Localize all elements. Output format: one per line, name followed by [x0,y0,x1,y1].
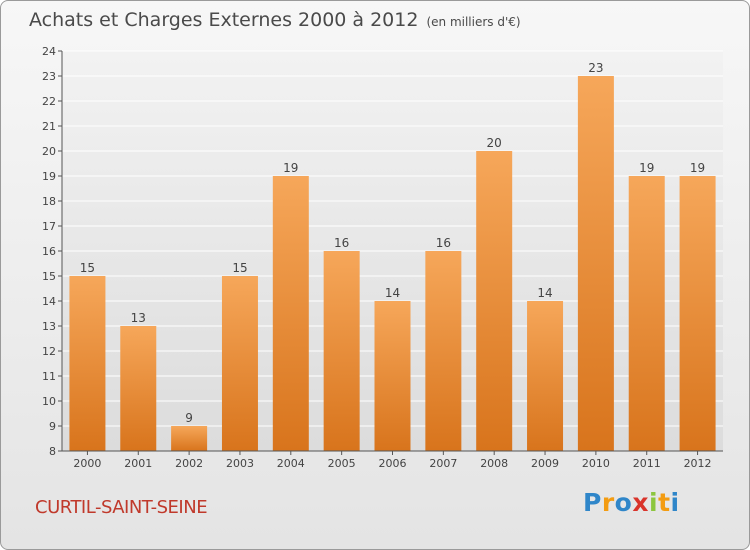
x-tick-label: 2000 [73,457,101,470]
x-tick-label: 2012 [684,457,712,470]
logo-letter: x [632,488,649,517]
y-tick-label: 14 [42,295,56,308]
y-tick-label: 20 [42,145,56,158]
y-tick-label: 18 [42,195,56,208]
bar-value-label: 15 [80,261,95,275]
bar-value-label: 16 [436,236,451,250]
proxiti-logo: Proxiti [583,488,680,517]
y-tick-label: 15 [42,270,56,283]
chart-title: Achats et Charges Externes 2000 à 2012 (e… [29,9,521,31]
y-tick-label: 8 [49,445,56,458]
y-tick-label: 24 [42,45,56,58]
bar-value-label: 14 [385,286,400,300]
bar-value-label: 19 [283,161,298,175]
bar-value-label: 23 [588,61,603,75]
logo-letter: t [658,488,671,517]
x-tick-label: 2004 [277,457,305,470]
y-tick-label: 23 [42,70,56,83]
logo-letter: o [614,488,633,517]
x-tick-label: 2001 [124,457,152,470]
bar [323,251,360,451]
bar-value-label: 20 [487,136,502,150]
x-tick-label: 2008 [480,457,508,470]
chart-subtitle: (en milliers d'€) [426,15,521,29]
logo-letter: r [601,488,615,517]
bar-value-label: 19 [639,161,654,175]
logo-letter: P [583,488,602,517]
bar-value-label: 14 [537,286,552,300]
y-tick-label: 9 [49,420,56,433]
bar-value-label: 9 [185,411,193,425]
bar [69,276,106,451]
city-name: CURTIL-SAINT-SEINE [35,497,208,518]
y-tick-label: 13 [42,320,56,333]
chart-title-text: Achats et Charges Externes 2000 à 2012 [29,9,419,31]
y-tick-label: 16 [42,245,56,258]
bar [425,251,462,451]
bar-value-label: 16 [334,236,349,250]
bar [628,176,665,451]
bar [120,326,157,451]
bar [221,276,258,451]
y-tick-label: 22 [42,95,56,108]
x-tick-label: 2009 [531,457,559,470]
bar [374,301,411,451]
bar [272,176,309,451]
x-tick-label: 2005 [328,457,356,470]
x-tick-label: 2003 [226,457,254,470]
bar [476,151,513,451]
y-tick-label: 10 [42,395,56,408]
logo-letter: i [649,488,659,517]
y-tick-label: 12 [42,345,56,358]
bar-value-label: 13 [131,311,146,325]
x-tick-label: 2010 [582,457,610,470]
bar [577,76,614,451]
logo-letter: i [670,488,680,517]
y-tick-label: 11 [42,370,56,383]
x-tick-label: 2002 [175,457,203,470]
bar-value-label: 19 [690,161,705,175]
bar [679,176,716,451]
bar [171,426,208,451]
x-tick-label: 2006 [379,457,407,470]
y-tick-label: 17 [42,220,56,233]
y-tick-label: 19 [42,170,56,183]
bar [527,301,564,451]
y-tick-label: 21 [42,120,56,133]
x-tick-label: 2011 [633,457,661,470]
bar-value-label: 15 [232,261,247,275]
x-tick-label: 2007 [429,457,457,470]
